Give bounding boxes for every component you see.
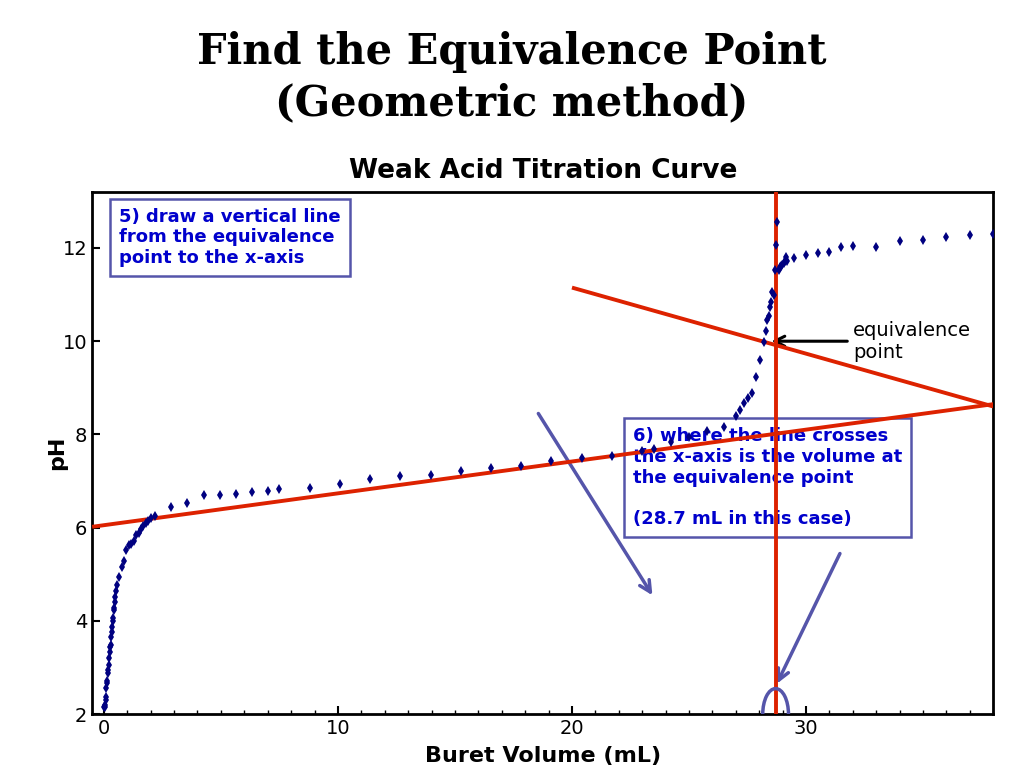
Title: Weak Acid Titration Curve: Weak Acid Titration Curve bbox=[348, 158, 737, 184]
Text: 6) where the line crosses
the x-axis is the volume at
the equivalence point

(28: 6) where the line crosses the x-axis is … bbox=[633, 427, 902, 528]
Text: 5) draw a vertical line
from the equivalence
point to the x-axis: 5) draw a vertical line from the equival… bbox=[119, 207, 341, 267]
Text: Find the Equivalence Point
(Geometric method): Find the Equivalence Point (Geometric me… bbox=[198, 31, 826, 124]
Y-axis label: pH: pH bbox=[47, 436, 67, 470]
Text: equivalence
point: equivalence point bbox=[775, 321, 971, 362]
X-axis label: Buret Volume (mL): Buret Volume (mL) bbox=[425, 746, 660, 766]
